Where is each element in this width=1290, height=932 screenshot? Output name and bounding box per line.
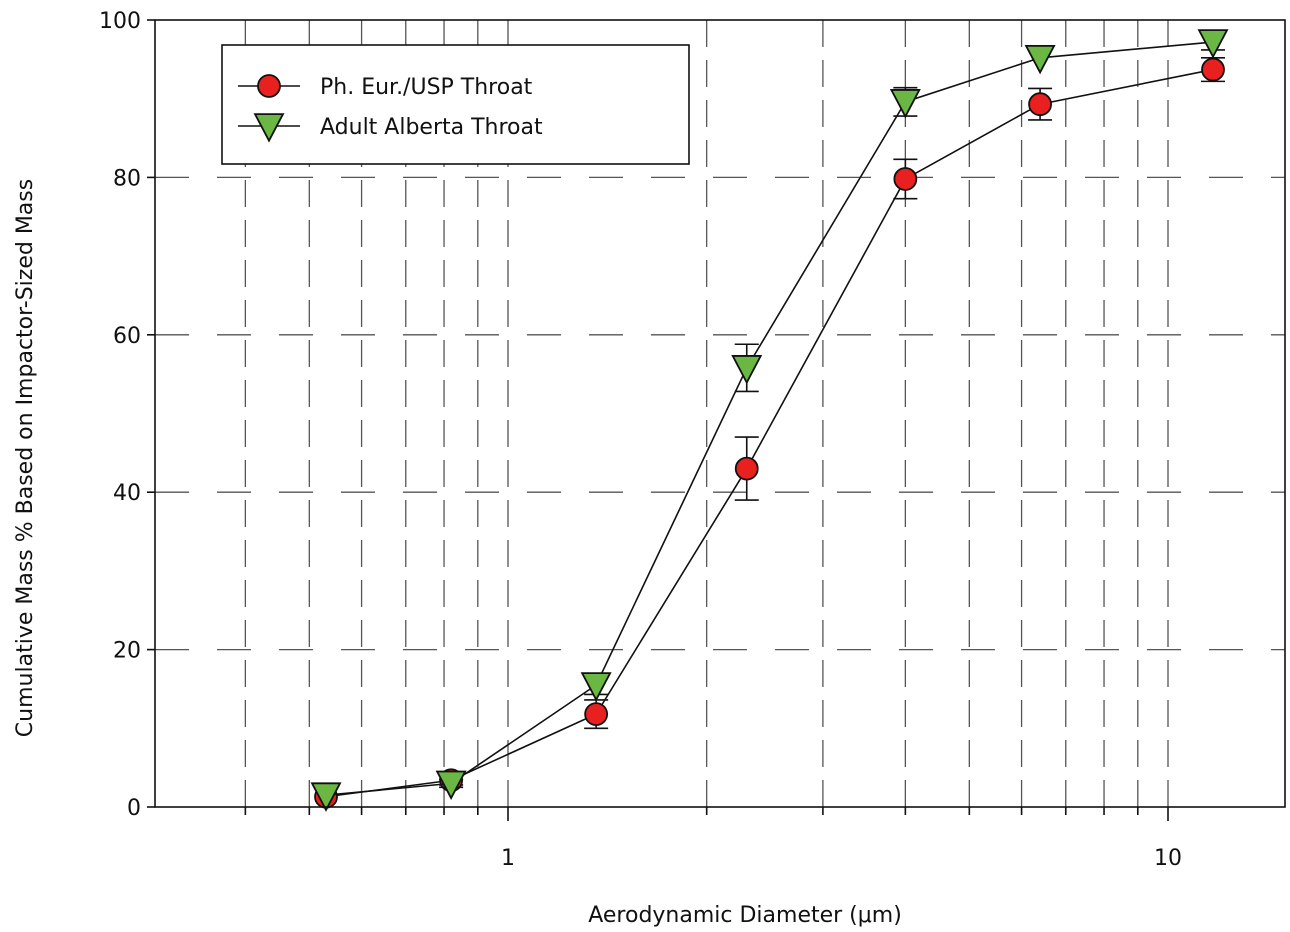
legend: Ph. Eur./USP Throat Adult Alberta Throat <box>221 44 690 165</box>
series-1 <box>310 29 1229 812</box>
y-axis-title: Cumulative Mass % Based on Impactor-Size… <box>13 179 38 737</box>
data-point <box>584 702 609 727</box>
y-tick-label: 0 <box>127 796 141 821</box>
data-point <box>580 672 612 702</box>
y-tick-label: 40 <box>113 481 141 506</box>
data-point <box>734 456 759 481</box>
legend-marker-0 <box>257 74 281 98</box>
data-point <box>889 89 921 119</box>
data-point <box>1197 29 1229 59</box>
legend-box <box>221 44 690 165</box>
x-axis-title: Aerodynamic Diameter (μm) <box>588 903 902 928</box>
x-tick-label: 1 <box>501 846 515 871</box>
series-layer <box>310 29 1229 812</box>
y-tick-label: 100 <box>99 9 141 34</box>
x-tick-label: 10 <box>1154 846 1182 871</box>
y-tick-label: 20 <box>113 639 141 664</box>
data-point <box>1024 44 1056 75</box>
legend-label-1: Adult Alberta Throat <box>320 115 543 140</box>
legend-label-0: Ph. Eur./USP Throat <box>320 75 533 100</box>
legend-marker-1 <box>253 113 285 143</box>
y-tick-label: 80 <box>113 166 141 191</box>
data-point <box>893 167 918 191</box>
y-tick-label: 60 <box>113 324 141 349</box>
data-point <box>435 770 467 801</box>
data-point <box>310 782 342 812</box>
axes: 0 20 40 60 80 100 1 10 <box>99 9 1182 871</box>
data-point <box>1028 92 1052 117</box>
plot-frame <box>154 19 1286 808</box>
legend-marker-symbol <box>253 113 285 143</box>
data-point <box>731 355 763 385</box>
data-point <box>1201 57 1225 82</box>
legend-marker-symbol <box>257 74 281 98</box>
